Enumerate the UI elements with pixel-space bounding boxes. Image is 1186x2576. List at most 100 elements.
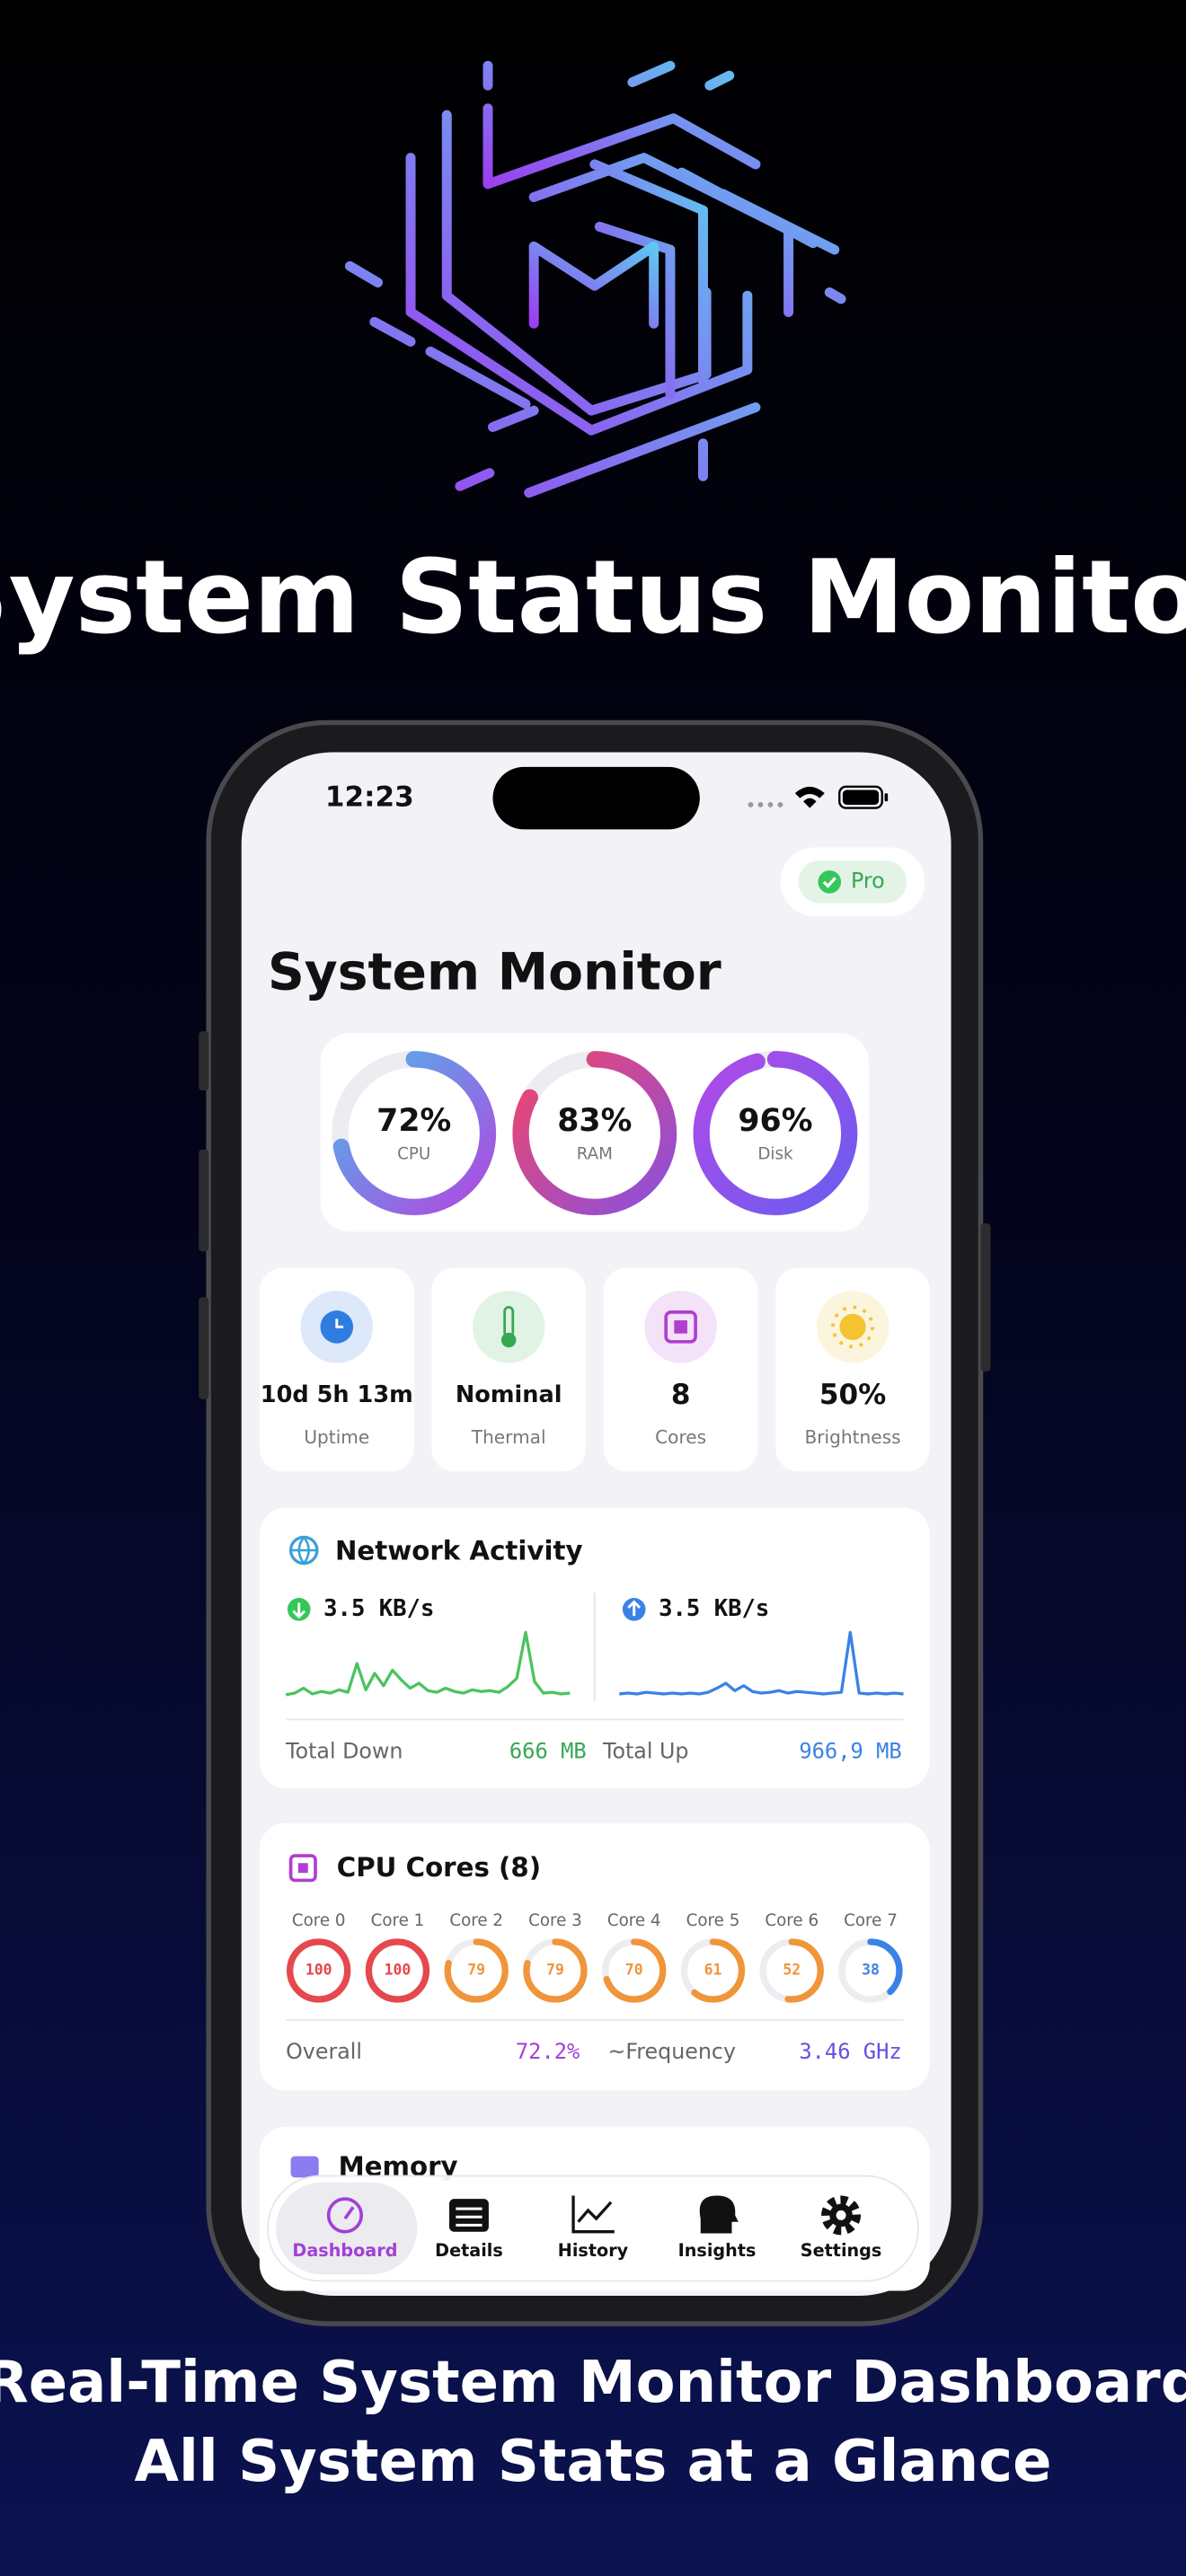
stat-value: Nominal <box>456 1381 562 1408</box>
chip-icon <box>288 1854 317 1883</box>
gauge-arc <box>332 1051 497 1216</box>
core-name: Core 3 <box>528 1911 582 1930</box>
stat-card <box>259 1267 414 1472</box>
stat-label: Uptime <box>304 1426 369 1448</box>
memory-icon <box>290 2156 319 2178</box>
tab-icon <box>326 2197 364 2234</box>
tab-icon <box>571 2195 615 2234</box>
logo <box>344 60 846 498</box>
stat-label: Cores <box>655 1426 706 1448</box>
tab-selected <box>276 2182 418 2275</box>
stat-card <box>775 1267 930 1472</box>
core-value: 79 <box>467 1962 485 1979</box>
tab-icon <box>699 2195 739 2234</box>
phone-button <box>199 1149 209 1252</box>
overall-label: Overall <box>286 2039 362 2064</box>
footer-line: All System Stats at a Glance <box>134 2429 1051 2495</box>
uptime-hand <box>335 1319 344 1328</box>
network-title: Network Activity <box>335 1535 583 1566</box>
core-value: 100 <box>385 1962 412 1979</box>
chip-core <box>297 1863 308 1874</box>
icon-bg <box>472 1291 545 1363</box>
globe-lines <box>290 1536 317 1566</box>
frequency-label: ~Frequency <box>607 2039 736 2064</box>
app-title: System Monitor <box>268 943 721 1002</box>
chip-icon <box>664 1310 697 1344</box>
sparkline <box>619 1630 904 1696</box>
core-value: 38 <box>862 1962 880 1979</box>
total-up-label: Total Up <box>602 1738 688 1763</box>
tab-label[interactable]: Settings <box>801 2240 882 2261</box>
stat-label: Brightness <box>804 1426 900 1448</box>
core-value: 100 <box>305 1962 332 1979</box>
status-icons <box>748 785 889 809</box>
core-name: Core 4 <box>607 1911 661 1930</box>
dynamic-island <box>492 766 700 830</box>
stat-card <box>603 1267 758 1472</box>
stat-value: 10d 5h 13m <box>261 1381 413 1408</box>
frequency-value: 3.46 GHz <box>799 2039 901 2064</box>
check-mark <box>822 877 836 888</box>
gauge-label: CPU <box>397 1144 430 1163</box>
phone-button <box>199 1031 209 1091</box>
tab-icon-hole <box>836 2210 846 2220</box>
stat-label: Thermal <box>471 1426 546 1448</box>
tab-label[interactable]: Details <box>435 2240 503 2261</box>
cpu-title: CPU Cores (8) <box>337 1852 541 1883</box>
sparkline <box>285 1630 571 1697</box>
status-time: 12:23 <box>325 781 414 814</box>
total-up: 966,9 MB <box>799 1738 901 1763</box>
down-rate: 3.5 KB/s <box>323 1595 434 1622</box>
core-name: Core 5 <box>686 1911 740 1930</box>
tab-label[interactable]: Insights <box>678 2240 757 2261</box>
tab-bar <box>267 2175 919 2282</box>
gauge-value: 83% <box>557 1103 632 1139</box>
core-name: Core 7 <box>844 1911 898 1930</box>
core-arc <box>759 1938 824 2003</box>
gauge-arc <box>693 1051 858 1216</box>
cpu-card <box>259 1822 930 2091</box>
core-arc <box>287 1938 351 2003</box>
stat-value: 8 <box>671 1379 691 1411</box>
core-arc <box>523 1938 588 2003</box>
up-rate: 3.5 KB/s <box>659 1595 769 1622</box>
total-down: 666 MB <box>509 1738 587 1763</box>
sun-icon <box>839 1313 866 1340</box>
core-arc <box>838 1938 903 2003</box>
core-value: 70 <box>625 1962 643 1979</box>
pro-label: Pro <box>851 868 885 893</box>
down-arrow <box>292 1602 306 1619</box>
chip-core <box>674 1320 687 1334</box>
core-arc <box>602 1938 667 2003</box>
gauge-value: 72% <box>376 1103 451 1139</box>
up-arrow <box>627 1600 642 1617</box>
core-value: 61 <box>704 1962 722 1979</box>
core-name: Core 1 <box>371 1911 425 1930</box>
gauge-value: 96% <box>738 1103 812 1139</box>
sun-rays <box>831 1305 874 1349</box>
core-arc <box>444 1938 509 2003</box>
gauge-label: RAM <box>577 1144 613 1163</box>
core-name: Core 6 <box>765 1911 819 1930</box>
core-arc <box>365 1938 430 2003</box>
stat-card <box>431 1267 587 1472</box>
overall-value: 72.2% <box>516 2039 580 2064</box>
gauge-label: Disk <box>757 1144 793 1163</box>
core-arc <box>680 1938 746 2003</box>
tab-icon-line <box>577 2201 613 2223</box>
tab-icon-needle <box>343 2206 355 2220</box>
tab-icon <box>449 2199 489 2232</box>
total-down-label: Total Down <box>285 1738 403 1763</box>
core-name: Core 2 <box>449 1911 503 1930</box>
tab-label[interactable]: History <box>558 2240 629 2261</box>
footer-line: Real-Time System Monitor Dashboard <box>0 2350 1186 2416</box>
tab-label[interactable]: Dashboard <box>292 2240 397 2261</box>
tab-icon <box>821 2195 862 2236</box>
thermal-bulb <box>500 1332 517 1348</box>
phone-button <box>980 1223 991 1372</box>
core-value: 52 <box>783 1962 801 1979</box>
tab-icon-lines <box>456 2207 482 2227</box>
